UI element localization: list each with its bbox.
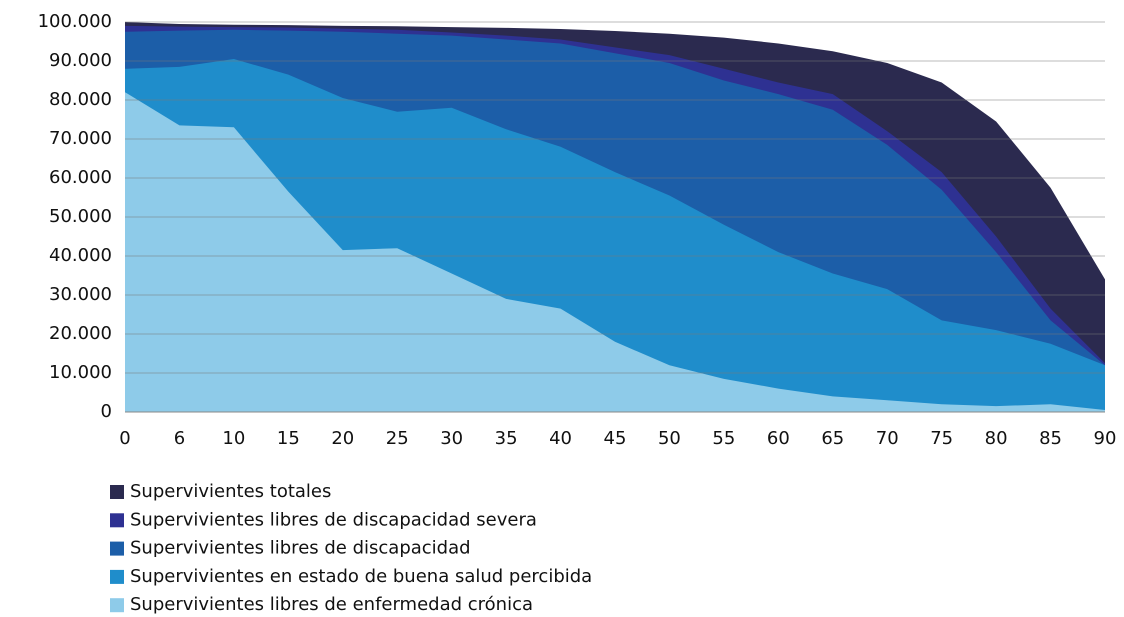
legend-label: Supervivientes libres de discapacidad <box>130 538 471 559</box>
y-tick-label: 40.000 <box>49 245 112 266</box>
x-tick-label: 75 <box>930 428 953 449</box>
x-tick-label: 60 <box>767 428 790 449</box>
legend-swatch <box>110 569 124 584</box>
y-tick-label: 30.000 <box>49 284 112 305</box>
x-tick-label: 90 <box>1094 428 1117 449</box>
y-tick-label: 100.000 <box>38 11 112 32</box>
x-tick-label: 0 <box>119 428 130 449</box>
area <box>125 92 1105 412</box>
legend-swatch <box>110 598 124 613</box>
x-tick-label: 20 <box>331 428 354 449</box>
x-tick-label: 85 <box>1039 428 1062 449</box>
y-tick-label: 20.000 <box>49 323 112 344</box>
x-tick-label: 10 <box>222 428 245 449</box>
y-tick-label: 90.000 <box>49 50 112 71</box>
x-tick-label: 6 <box>174 428 185 449</box>
x-tick-label: 25 <box>386 428 409 449</box>
y-tick-label: 60.000 <box>49 167 112 188</box>
y-tick-label: 80.000 <box>49 89 112 110</box>
x-tick-label: 80 <box>985 428 1008 449</box>
legend-label: Supervivientes libres de discapacidad se… <box>130 509 537 530</box>
legend-label: Supervivientes totales <box>130 481 331 502</box>
y-tick-label: 0 <box>101 401 112 422</box>
x-tick-label: 35 <box>495 428 518 449</box>
y-tick-label: 70.000 <box>49 128 112 149</box>
x-tick-label: 45 <box>604 428 627 449</box>
x-tick-label: 65 <box>821 428 844 449</box>
legend-swatch <box>110 485 124 499</box>
legend-label: Supervivientes libres de enfermedad crón… <box>130 594 533 615</box>
x-tick-label: 30 <box>440 428 463 449</box>
x-tick-label: 55 <box>712 428 735 449</box>
x-tick-label: 50 <box>658 428 681 449</box>
y-tick-label: 10.000 <box>49 362 112 383</box>
legend-label: Supervivientes en estado de buena salud … <box>130 566 592 587</box>
x-tick-label: 40 <box>549 428 572 449</box>
legend-swatch <box>110 513 124 528</box>
grid <box>125 21 1105 413</box>
x-tick-label: 70 <box>876 428 899 449</box>
legend-swatch <box>110 541 124 556</box>
y-tick-label: 50.000 <box>49 206 112 227</box>
x-tick-label: 15 <box>277 428 300 449</box>
